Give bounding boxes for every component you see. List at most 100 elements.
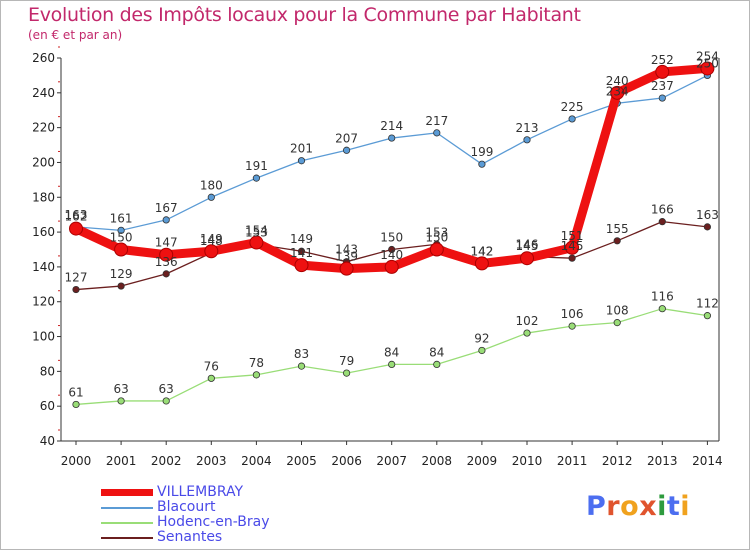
x-tick-label: 2006 xyxy=(331,454,362,468)
y-tick-label: 180 xyxy=(32,190,55,204)
data-label-villembray: 154 xyxy=(245,224,268,238)
data-label-hodenc-en-bray: 63 xyxy=(113,382,128,396)
point-villembray xyxy=(610,85,625,100)
point-hodenc-en-bray xyxy=(523,329,531,337)
point-blacourt xyxy=(658,94,666,102)
legend-swatch-blacourt xyxy=(101,507,153,509)
data-label-hodenc-en-bray: 61 xyxy=(68,385,83,399)
x-tick-label: 2011 xyxy=(557,454,588,468)
data-label-blacourt: 163 xyxy=(65,208,88,222)
data-label-blacourt: 214 xyxy=(380,119,403,133)
point-villembray xyxy=(474,256,489,271)
data-label-hodenc-en-bray: 78 xyxy=(249,356,264,370)
x-tick-label: 2003 xyxy=(196,454,227,468)
data-label-senantes: 148 xyxy=(200,234,223,248)
point-villembray xyxy=(520,251,534,266)
point-hodenc-en-bray xyxy=(297,362,306,370)
y-tick-label: 120 xyxy=(32,295,55,309)
point-villembray xyxy=(69,221,83,236)
point-blacourt xyxy=(342,146,351,154)
data-label-villembray: 254 xyxy=(696,49,719,63)
data-label-hodenc-en-bray: 106 xyxy=(561,307,584,321)
point-senantes xyxy=(72,285,80,294)
data-label-hodenc-en-bray: 84 xyxy=(384,345,399,359)
point-blacourt xyxy=(297,157,306,165)
legend-swatch-villembray xyxy=(101,489,153,496)
data-label-senantes: 127 xyxy=(65,271,88,285)
point-hodenc-en-bray xyxy=(252,371,260,379)
x-tick-label: 2010 xyxy=(512,454,543,468)
legend-swatch-senantes xyxy=(101,537,153,539)
point-villembray xyxy=(565,240,580,255)
point-blacourt xyxy=(388,134,396,142)
y-tick-label: 220 xyxy=(32,121,55,135)
proxiti-logo: Proxiti xyxy=(586,491,690,522)
point-senantes xyxy=(658,218,666,226)
logo-letter: P xyxy=(586,491,607,522)
point-villembray xyxy=(384,259,399,274)
data-label-villembray: 149 xyxy=(200,232,223,246)
data-label-senantes: 143 xyxy=(335,243,358,257)
data-label-senantes: 136 xyxy=(155,255,178,269)
data-label-blacourt: 207 xyxy=(335,131,358,145)
point-senantes xyxy=(162,270,170,278)
data-label-blacourt: 199 xyxy=(470,145,493,159)
legend-label-hodenc-en-bray: Hodenc-en-Bray xyxy=(157,514,270,530)
legend-label-senantes: Senantes xyxy=(157,529,223,545)
point-blacourt xyxy=(523,136,531,144)
x-tick-label: 2004 xyxy=(241,454,272,468)
data-label-blacourt: 191 xyxy=(245,159,268,173)
data-label-hodenc-en-bray: 79 xyxy=(339,354,354,368)
series-lines xyxy=(69,61,715,409)
point-senantes xyxy=(388,245,396,254)
point-hodenc-en-bray xyxy=(162,397,170,405)
point-blacourt xyxy=(252,174,260,182)
x-tick-label: 2001 xyxy=(106,454,137,468)
data-label-blacourt: 237 xyxy=(651,79,674,93)
logo-letter: i xyxy=(657,491,667,522)
data-label-senantes: 166 xyxy=(651,203,674,217)
data-label-hodenc-en-bray: 76 xyxy=(204,359,219,373)
data-label-hodenc-en-bray: 108 xyxy=(606,304,629,318)
legend-swatch-hodenc-en-bray xyxy=(101,522,153,524)
point-hodenc-en-bray xyxy=(568,322,576,330)
data-label-hodenc-en-bray: 116 xyxy=(651,290,674,304)
data-label-blacourt: 234 xyxy=(606,84,629,98)
data-label-senantes: 153 xyxy=(425,225,448,239)
legend-label-villembray: VILLEMBRAY xyxy=(157,484,244,500)
point-senantes xyxy=(613,237,621,245)
point-blacourt xyxy=(568,115,576,123)
point-blacourt xyxy=(478,160,486,168)
data-label-villembray: 240 xyxy=(606,74,629,88)
point-villembray xyxy=(114,242,129,257)
point-blacourt xyxy=(433,129,441,137)
data-label-senantes: 146 xyxy=(516,237,539,251)
x-tick-label: 2014 xyxy=(692,454,723,468)
logo-letter: x xyxy=(639,491,658,522)
y-tick-label: 140 xyxy=(32,260,55,274)
point-villembray xyxy=(655,64,670,79)
point-blacourt xyxy=(117,226,125,234)
data-label-hodenc-en-bray: 83 xyxy=(294,347,309,361)
data-label-hodenc-en-bray: 63 xyxy=(159,382,174,396)
data-label-blacourt: 213 xyxy=(516,121,539,135)
x-tick-label: 2002 xyxy=(151,454,182,468)
point-villembray xyxy=(339,261,354,276)
data-label-villembray: 150 xyxy=(425,231,448,245)
y-tick-label: 240 xyxy=(32,86,55,100)
point-hodenc-en-bray xyxy=(342,369,351,377)
y-tick-label: 60 xyxy=(40,399,55,413)
point-villembray xyxy=(429,242,444,257)
point-hodenc-en-bray xyxy=(658,305,666,313)
y-tick-label: 160 xyxy=(32,225,55,239)
y-tick-label: 200 xyxy=(32,155,55,169)
point-blacourt xyxy=(207,193,215,201)
data-label-villembray: 140 xyxy=(380,248,403,262)
point-hodenc-en-bray xyxy=(207,374,215,382)
data-label-villembray: 147 xyxy=(155,236,178,250)
data-label-hodenc-en-bray: 84 xyxy=(429,345,444,359)
data-label-blacourt: 217 xyxy=(425,114,448,128)
